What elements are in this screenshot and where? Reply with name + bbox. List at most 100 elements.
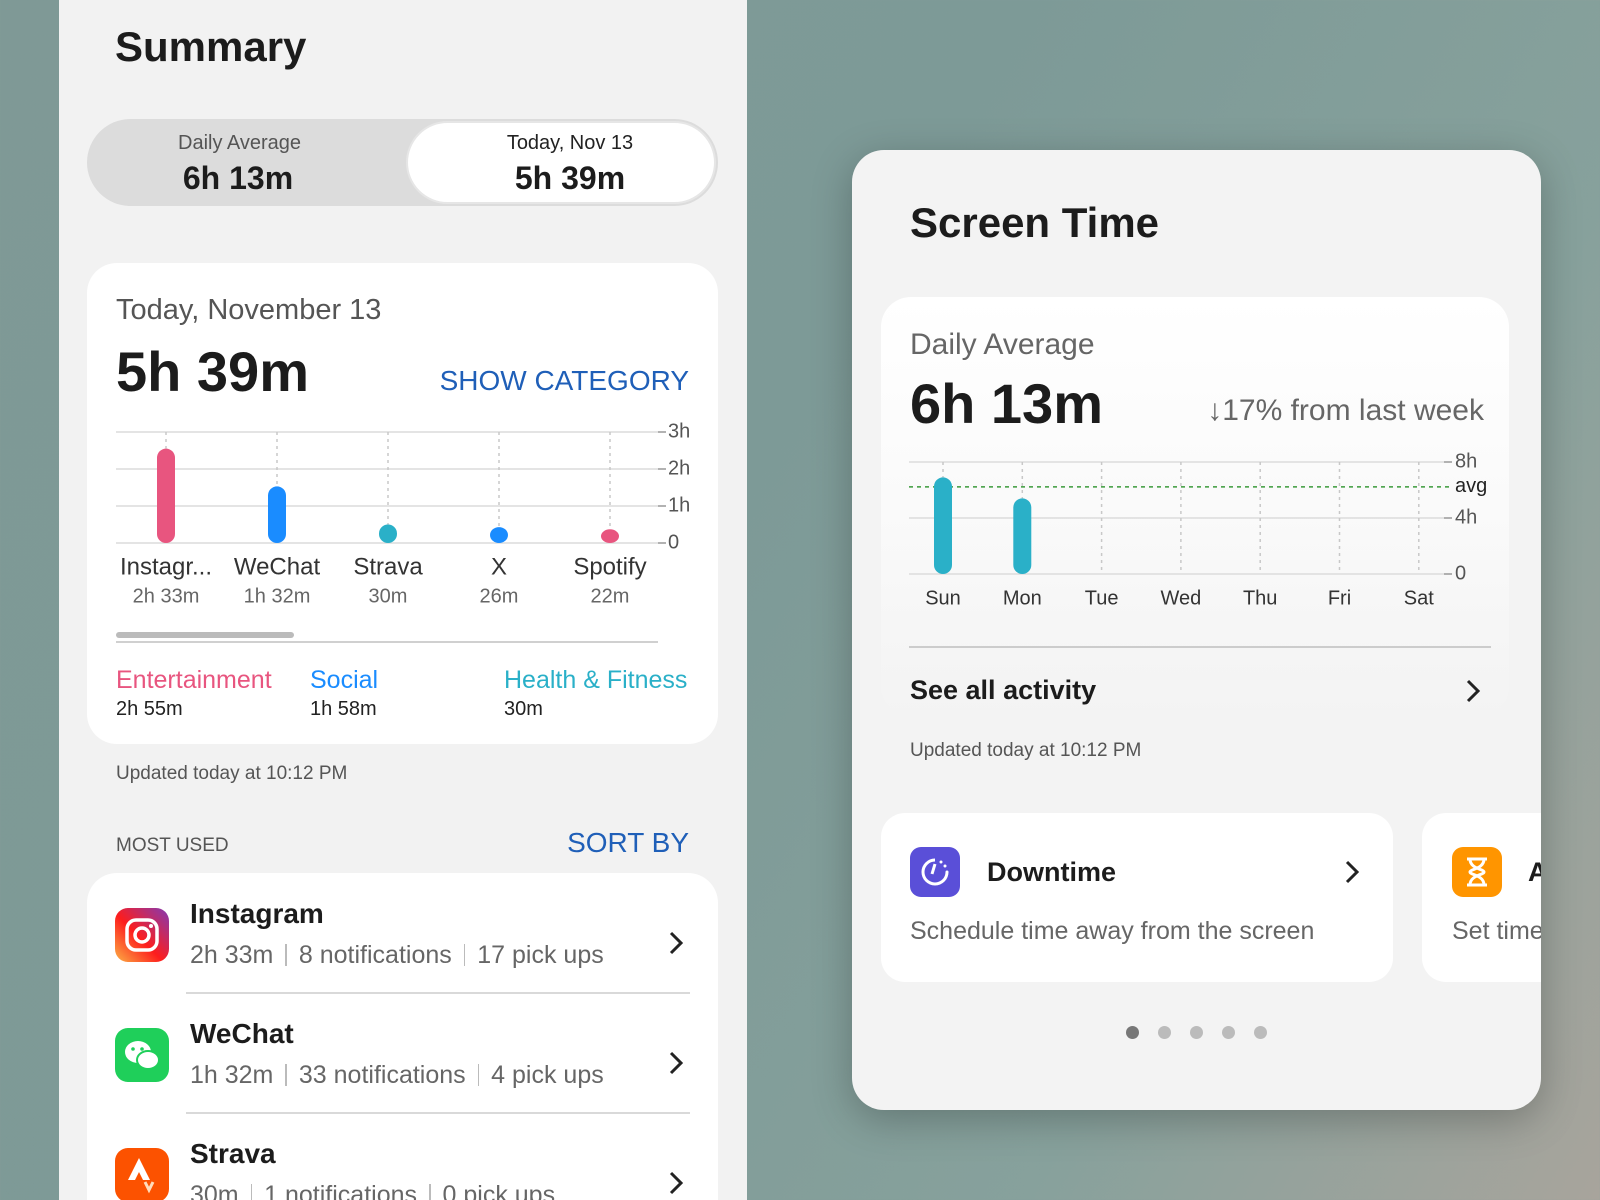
average-label: Daily Average [910, 328, 1095, 361]
divider [285, 944, 287, 966]
value-label: 22m [591, 585, 630, 607]
updated-note: Updated today at 10:12 PM [910, 740, 1142, 761]
strava-icon [115, 1148, 169, 1200]
weekly-change: ↓17% from last week [1207, 394, 1484, 427]
category-name: Health & Fitness [504, 666, 688, 694]
app-details: 2h 33m 8 notifications 17 pick ups [190, 943, 604, 968]
instagram-icon [115, 908, 169, 962]
x-tick-label: X [491, 553, 507, 580]
category-time: 1h 58m [310, 698, 377, 720]
shortcut-title: A [1528, 857, 1541, 887]
most-used-card [87, 873, 718, 1200]
chevron[interactable] [668, 930, 684, 956]
divider [429, 1184, 431, 1200]
toggle-selected[interactable] [406, 121, 716, 204]
separator [186, 1112, 690, 1114]
scroll-track [116, 641, 658, 643]
widget-title: Screen Time [910, 199, 1160, 246]
shortcut-description: Set time [1452, 917, 1541, 945]
section-label: MOST USED [116, 835, 229, 856]
app-limits-icon [1452, 847, 1502, 897]
bar [379, 524, 397, 543]
toggle-value: 5h 39m [514, 160, 626, 196]
y-tick-label: 4h [1455, 506, 1477, 528]
divider [477, 1064, 480, 1086]
y-tick-label: 1h [668, 494, 690, 516]
chevron [1345, 860, 1360, 884]
summary-title: Summary [115, 23, 307, 70]
toggle-label: Daily Average [178, 132, 302, 154]
app-pickups: 17 pick ups [477, 941, 604, 969]
chevron[interactable] [668, 1170, 684, 1196]
x-tick-label: Wed [1161, 587, 1202, 609]
x-tick-label: Fri [1328, 587, 1351, 609]
downtime-icon [910, 847, 960, 897]
x-tick-label: Tue [1085, 587, 1119, 609]
divider [285, 1064, 287, 1086]
bar [490, 527, 508, 543]
scroll-thumb[interactable] [116, 632, 294, 638]
bar [934, 477, 952, 574]
app-name: Instagram [190, 898, 324, 929]
y-tick-label: 2h [668, 457, 690, 479]
category-time: 30m [504, 698, 543, 720]
bar [601, 529, 619, 543]
category-name: Social [310, 666, 379, 694]
app-time: 2h 33m [190, 941, 274, 969]
app-time: 1h 32m [190, 1061, 274, 1089]
bar [1013, 498, 1032, 574]
average-total: 6h 13m [910, 372, 1103, 435]
chevron[interactable] [1465, 678, 1481, 704]
app-pickups: 4 pick ups [491, 1061, 604, 1089]
value-label: 26m [480, 585, 519, 607]
shortcut-card[interactable] [1422, 813, 1541, 982]
toggle-value: 6h 13m [182, 160, 294, 196]
chevron[interactable] [668, 1050, 684, 1076]
category-time: 2h 55m [116, 698, 183, 720]
app-details: 30m 1 notifications 0 pick ups [190, 1183, 555, 1200]
x-tick-label: Sat [1404, 587, 1434, 609]
category-name: Entertainment [116, 666, 272, 694]
sort-button[interactable]: SORT BY [567, 827, 689, 858]
x-tick-label: Spotify [573, 553, 646, 580]
separator [909, 646, 1491, 648]
shortcut-description: Schedule time away from the screen [910, 917, 1315, 945]
value-label: 1h 32m [244, 585, 311, 607]
today-card [87, 263, 718, 744]
see-all-link[interactable]: See all activity [910, 675, 1097, 705]
x-tick-label: Sun [925, 587, 961, 609]
value-label: 30m [369, 585, 408, 607]
today-total: 5h 39m [116, 340, 309, 403]
today-date: Today, November 13 [116, 294, 382, 326]
x-tick-label: Strava [353, 553, 423, 580]
separator [186, 992, 690, 994]
divider [463, 944, 466, 966]
app-details: 1h 32m 33 notifications 4 pick ups [190, 1063, 604, 1088]
toggle-label: Today, Nov 13 [506, 132, 634, 154]
shortcut-card[interactable] [881, 813, 1393, 982]
bar [268, 486, 286, 543]
app-notifications: 33 notifications [298, 1061, 466, 1089]
x-tick-label: Thu [1243, 587, 1277, 609]
app-time: 30m [190, 1181, 239, 1200]
shortcut-title: Downtime [987, 857, 1117, 887]
app-name: WeChat [190, 1018, 294, 1049]
bar [157, 448, 175, 543]
app-name: Strava [190, 1138, 276, 1169]
value-label: 2h 33m [133, 585, 200, 607]
updated-note: Updated today at 10:12 PM [116, 763, 348, 784]
y-tick-label: 0 [668, 531, 679, 553]
y-tick-label: 0 [1455, 562, 1466, 584]
app-notifications: 8 notifications [298, 941, 452, 969]
divider [250, 1184, 253, 1200]
app-pickups: 0 pick ups [442, 1181, 556, 1200]
y-tick-label: 3h [668, 420, 690, 442]
show-category-button[interactable]: SHOW CATEGORY [439, 365, 689, 396]
y-tick-label: 8h [1455, 450, 1477, 472]
x-tick-label: Mon [1003, 587, 1042, 609]
wechat-icon [115, 1028, 169, 1082]
app-notifications: 1 notifications [264, 1181, 418, 1200]
average-label: avg [1455, 475, 1487, 497]
